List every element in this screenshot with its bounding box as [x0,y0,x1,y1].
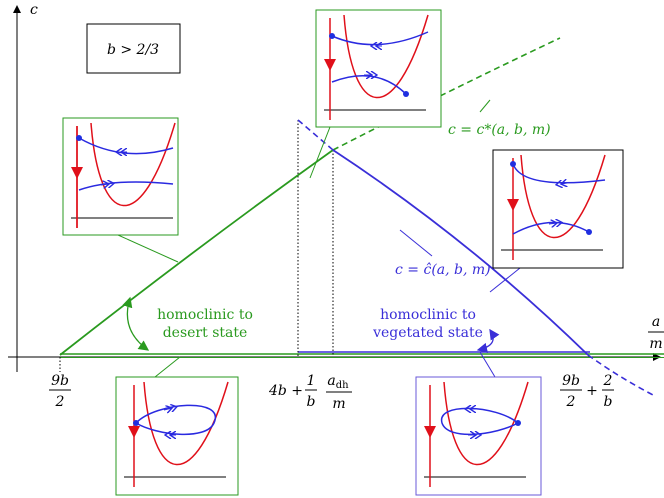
connector [117,234,179,263]
tick-den: 2 [55,394,65,410]
tick-joiner: + [586,383,598,399]
tick-sub: dh [336,380,349,391]
region-label: vegetated state [372,325,483,341]
inset [492,149,624,269]
region-label: homoclinic to [380,307,476,323]
condition-box [86,23,181,74]
connector [309,126,331,179]
curve-label: c = c*(a, b, m) [448,122,551,138]
region-arrow [476,328,500,354]
inset [315,9,442,128]
x-ticks: 9b 2 4b + 1 b adh m 9b 2 + 2 b [49,357,614,412]
tick-num: 9b [562,373,580,389]
tick-den: b [307,394,316,410]
x-axis-label-num: a [652,314,660,330]
y-axis-label: c [30,2,38,18]
connectors [117,126,521,378]
inset [415,376,542,496]
tick-prefix: 4b + [268,383,303,399]
connector [489,267,521,293]
tick-den: b [604,394,613,410]
region-label: desert state [163,325,248,341]
leader-line [399,229,433,257]
c-hat-curve-dashed [587,354,656,397]
c-star-curve [59,149,334,356]
tick-den: 2 [566,394,576,410]
x-axis-label-den: m [649,336,662,352]
tick-den: m [332,396,345,412]
connector [154,356,181,378]
c-hat-curve [332,149,589,356]
connector [479,351,496,378]
inset [62,117,179,236]
inset [115,376,239,496]
region-label: homoclinic to [157,307,253,323]
tick-num: 9b [51,373,69,389]
tick-num: a [327,373,335,389]
c-hat-curve-dashed [297,119,334,151]
tick-num: 1 [307,373,316,389]
condition-label: b > 2/3 [107,42,159,58]
region-arrow [122,296,150,351]
curve-label: c = ĉ(a, b, m) [395,262,491,278]
leader-line [479,99,491,113]
c-star-curve-dashed [332,37,561,151]
tick-num: 2 [603,373,613,389]
tick-num: adh [327,373,349,391]
